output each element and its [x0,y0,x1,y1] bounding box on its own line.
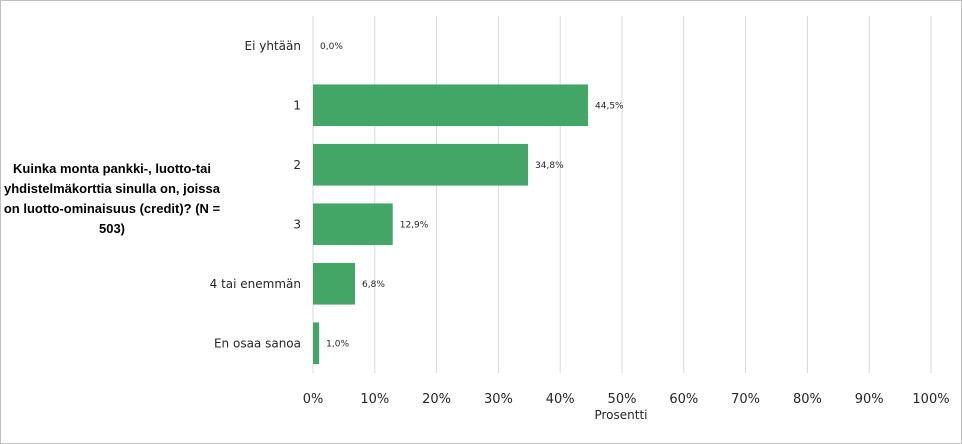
x-tick-label: 90% [855,392,884,407]
category-label: 4 tai enemmän [210,277,301,291]
x-tick-label: 50% [608,392,637,407]
bar [313,143,529,186]
x-tick-label: 100% [912,392,949,407]
labels: 0% 10% 20% 30% 40% 50% 60% 70% 80% 90% 100% Ei yhtä… [210,39,950,407]
x-tick-label: 10% [360,392,389,407]
x-tick-label: 60% [669,392,698,407]
x-tick-label: 40% [546,392,575,407]
data-label: 44,5% [595,101,624,111]
x-tick-label: 80% [793,392,822,407]
bars [313,84,589,365]
data-label: 0,0% [320,42,343,52]
x-tick-label: 70% [731,392,760,407]
category-label: 3 [293,217,301,231]
category-label: Ei yhtään [245,39,301,53]
category-label: 2 [293,158,301,172]
data-label: 1,0% [326,339,349,349]
x-axis-title: Prosentti [594,408,647,422]
x-tick-label: 20% [422,392,451,407]
gridlines [312,16,932,373]
chart-title: Kuinka monta pankki-, luotto-tai yhdiste… [3,161,221,236]
category-label: En osaa sanoa [214,336,301,350]
x-tick-label: 0% [303,392,324,407]
bar [313,84,589,127]
data-label: 6,8% [362,280,385,290]
bar [313,203,393,246]
data-label: 12,9% [400,220,429,230]
bar [313,262,356,305]
x-tick-label: 30% [484,392,513,407]
bar [313,322,320,365]
category-label: 1 [293,98,301,112]
data-label: 34,8% [535,161,564,171]
